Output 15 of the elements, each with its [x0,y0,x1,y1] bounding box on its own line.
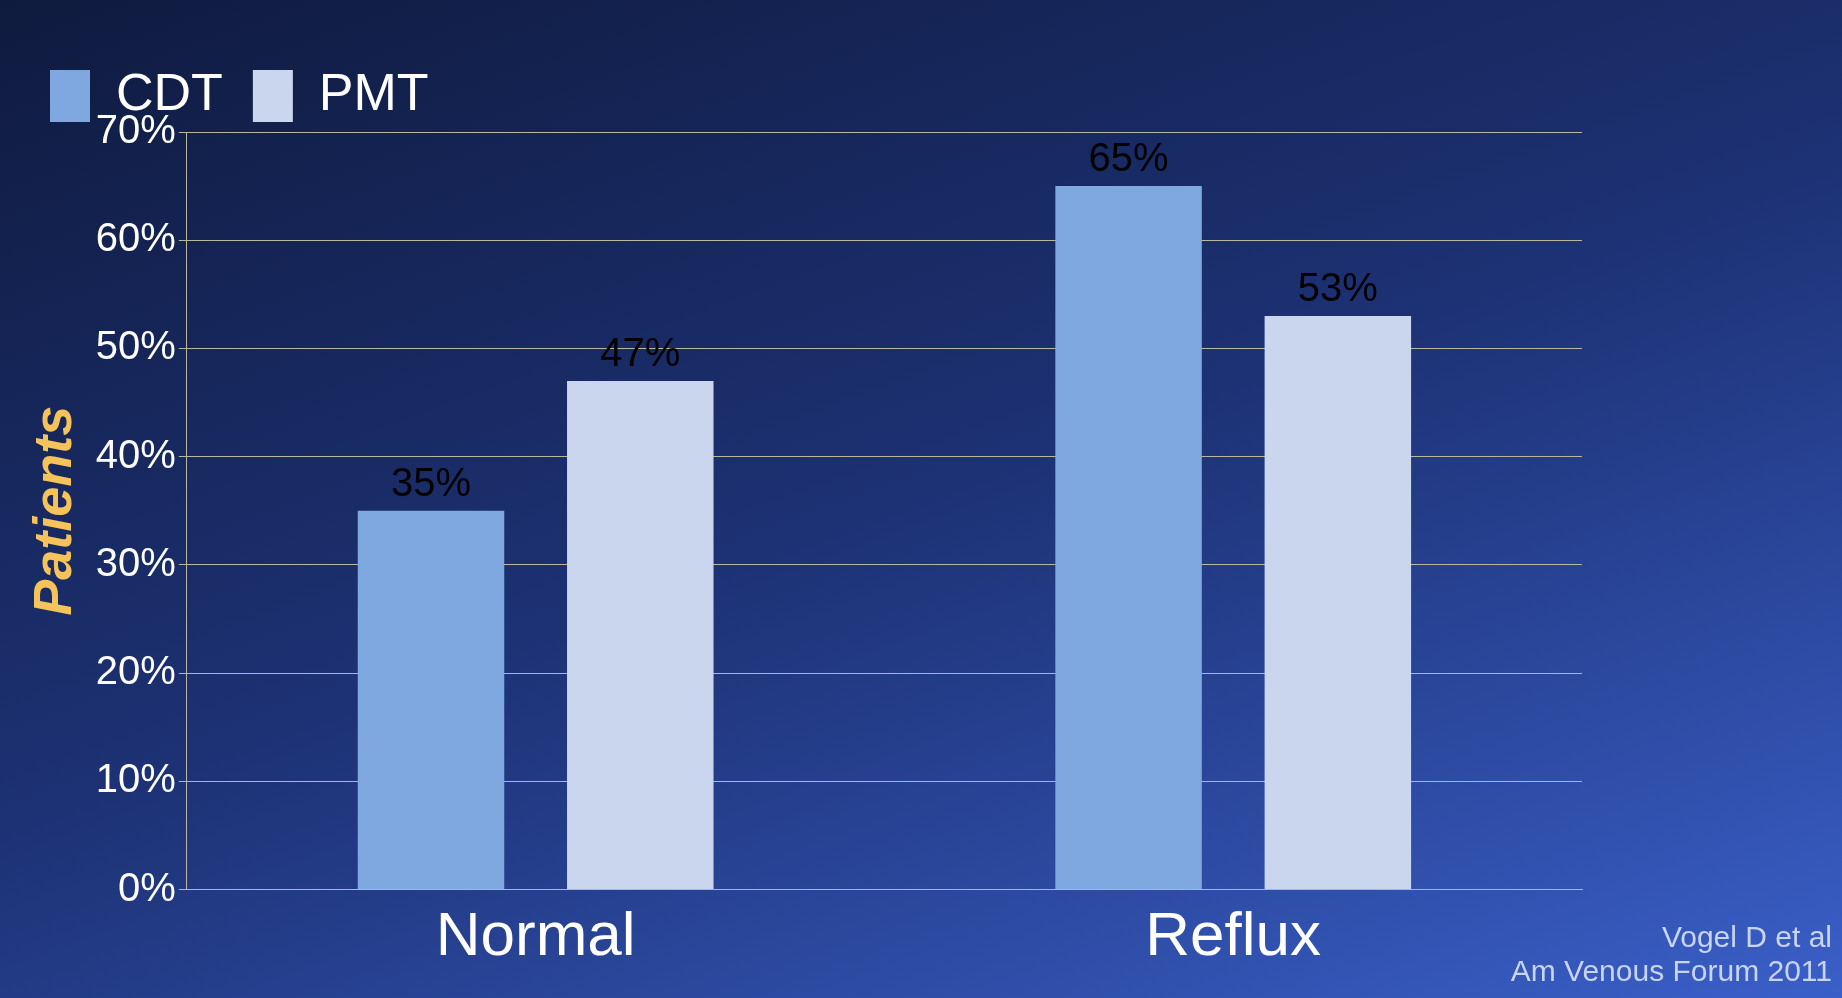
text: 65% [1088,135,1169,180]
y-tick-label: 50% [95,323,176,368]
legend-label: PMT [318,63,429,122]
text: Vogel D et al Am Venous Forum 2011 [1510,920,1832,988]
text: 35% [390,459,472,504]
y-tick-label: 60% [95,215,176,260]
x-tick-label: Normal [435,898,636,968]
y-tick-label: 0% [118,864,176,909]
y-tick-label: 10% [95,756,176,801]
x-tick-label: Reflux [1145,898,1322,968]
y-tick-label: 30% [95,539,176,584]
y-axis-title: Patients [22,405,83,616]
y-tick-label: 40% [95,431,176,476]
text: 53% [1297,265,1378,310]
y-tick-label: 20% [95,648,176,693]
